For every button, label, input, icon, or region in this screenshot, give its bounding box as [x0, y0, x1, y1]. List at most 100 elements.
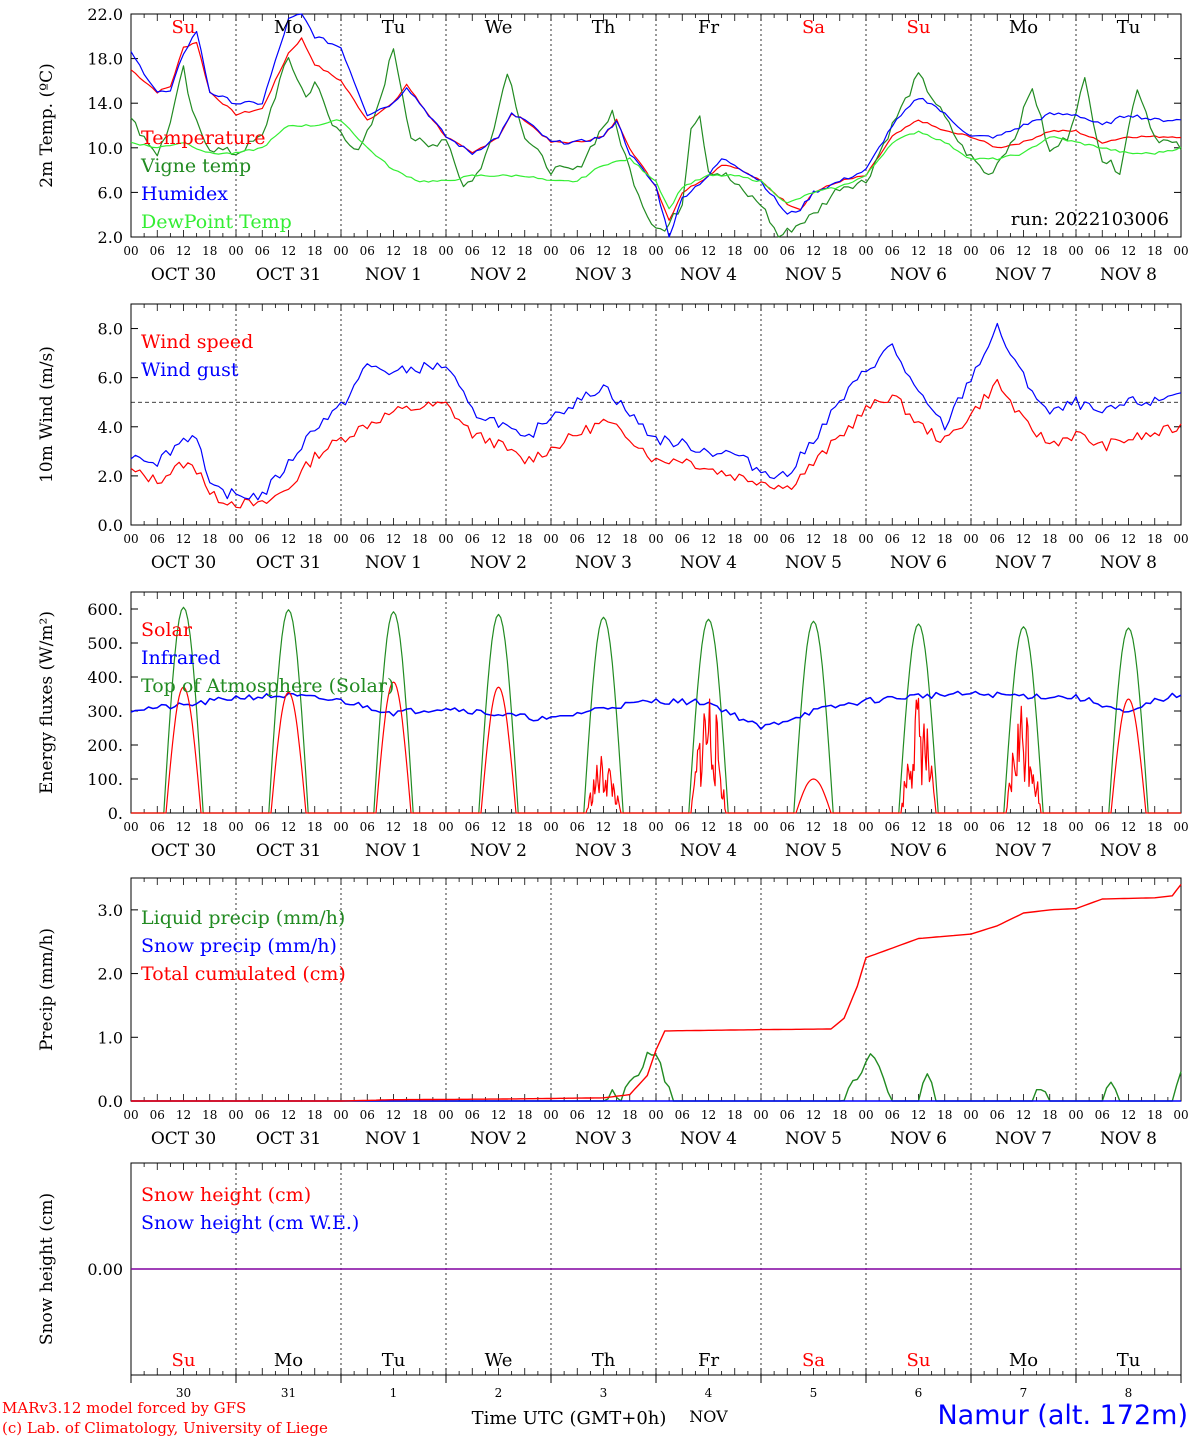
legend-entry: DewPoint Temp [141, 211, 292, 233]
hour-tick-label: 06 [570, 820, 585, 834]
hour-tick-label: 12 [1016, 244, 1031, 258]
hour-tick-label: 00 [1068, 244, 1083, 258]
day-abbr: Tu [382, 1350, 406, 1371]
hour-tick-label: 06 [255, 820, 270, 834]
hour-tick-label: 00 [543, 244, 558, 258]
solar-curve [446, 686, 551, 814]
date-label: NOV 5 [785, 1129, 842, 1149]
solar-curve [761, 778, 866, 814]
date-label: NOV 8 [1100, 1129, 1157, 1149]
hour-tick-label: 00 [333, 244, 348, 258]
date-label: NOV 8 [1100, 841, 1157, 861]
y-tick-label: 100. [87, 770, 123, 789]
hour-tick-label: 00 [858, 532, 873, 546]
hour-tick-label: 00 [753, 1108, 768, 1122]
hour-tick-label: 12 [701, 1108, 716, 1122]
day-abbr: Mo [1009, 17, 1038, 38]
hour-tick-label: 18 [202, 532, 217, 546]
hour-tick-label: 12 [491, 532, 506, 546]
date-label: OCT 30 [151, 841, 216, 861]
hour-tick-label: 00 [543, 820, 558, 834]
hour-tick-label: 06 [465, 820, 480, 834]
time-axis-title: Time UTC (GMT+0h) [472, 1408, 667, 1429]
date-label: NOV 2 [470, 841, 527, 861]
solar-curve [866, 697, 971, 814]
legend-entry: Wind gust [141, 359, 239, 381]
hour-tick-label: 18 [202, 820, 217, 834]
hour-tick-label: 00 [543, 1108, 558, 1122]
series-line-2 [131, 883, 1182, 1102]
hour-tick-label: 00 [753, 532, 768, 546]
day-number: 3 [600, 1386, 608, 1400]
hour-tick-label: 18 [1147, 1108, 1162, 1122]
legend-entry: Solar [141, 619, 193, 641]
hour-tick-label: 06 [465, 1108, 480, 1122]
hour-tick-label: 12 [1016, 1108, 1031, 1122]
hour-tick-label: 00 [333, 1108, 348, 1122]
hour-tick-label: 18 [412, 532, 427, 546]
day-number: 8 [1125, 1386, 1133, 1400]
solar-curve [971, 705, 1076, 814]
y-tick-label: 2.0 [98, 228, 123, 247]
hour-tick-label: 18 [307, 244, 322, 258]
legend-entry: Infrared [141, 647, 221, 669]
hour-tick-label: 12 [491, 820, 506, 834]
hour-tick-label: 12 [806, 1108, 821, 1122]
hour-tick-label: 00 [438, 244, 453, 258]
y-tick-label: 10.0 [87, 139, 123, 158]
hour-tick-label: 18 [517, 1108, 532, 1122]
day-abbr: Mo [1009, 1350, 1038, 1371]
hour-tick-label: 12 [596, 244, 611, 258]
hour-tick-label: 00 [123, 1108, 138, 1122]
y-tick-label: 0.0 [98, 1092, 123, 1111]
hour-tick-label: 00 [543, 532, 558, 546]
toa-arch [761, 620, 866, 814]
hour-tick-label: 12 [491, 244, 506, 258]
date-label: NOV 4 [680, 841, 737, 861]
date-label: NOV 4 [680, 553, 737, 573]
hour-tick-label: 12 [806, 244, 821, 258]
hour-tick-label: 06 [675, 820, 690, 834]
hour-tick-label: 06 [885, 532, 900, 546]
day-abbr: Tu [1117, 1350, 1141, 1371]
hour-tick-label: 12 [911, 244, 926, 258]
hour-tick-label: 12 [596, 532, 611, 546]
y-tick-label: 0.00 [87, 1260, 123, 1279]
hour-tick-label: 18 [517, 532, 532, 546]
hour-tick-label: 18 [1147, 820, 1162, 834]
day-number: 5 [810, 1386, 818, 1400]
hour-tick-label: 12 [281, 1108, 296, 1122]
day-abbr: Th [592, 17, 616, 38]
series-line-2 [130, 13, 1182, 238]
run-label: run: 2022103006 [1011, 209, 1169, 230]
y-tick-label: 500. [87, 634, 123, 653]
y-tick-label: 0. [108, 804, 123, 823]
hour-tick-label: 06 [1095, 532, 1110, 546]
day-number: 7 [1020, 1386, 1028, 1400]
date-label: NOV 7 [995, 265, 1052, 285]
hour-tick-label: 12 [596, 1108, 611, 1122]
hour-tick-label: 18 [832, 532, 847, 546]
hour-tick-label: 12 [386, 820, 401, 834]
hour-tick-label: 06 [255, 532, 270, 546]
hour-tick-label: 06 [255, 1108, 270, 1122]
y-tick-label: 8.0 [98, 320, 123, 339]
hour-tick-label: 00 [858, 820, 873, 834]
date-label: NOV 7 [995, 841, 1052, 861]
hour-tick-label: 18 [517, 820, 532, 834]
hour-tick-label: 06 [990, 820, 1005, 834]
hour-tick-label: 18 [727, 532, 742, 546]
y-axis-title: 2m Temp. (ºC) [37, 63, 57, 188]
hour-tick-label: 00 [1173, 1108, 1188, 1122]
date-label: NOV 7 [995, 553, 1052, 573]
day-abbr: Fr [698, 1350, 719, 1371]
y-tick-label: 22.0 [87, 5, 123, 24]
y-tick-label: 200. [87, 736, 123, 755]
series-line-1 [130, 322, 1182, 501]
hour-tick-label: 18 [937, 1108, 952, 1122]
hour-tick-label: 12 [281, 820, 296, 834]
hour-tick-label: 18 [1147, 532, 1162, 546]
hour-tick-label: 12 [701, 244, 716, 258]
date-label: NOV 3 [575, 265, 632, 285]
date-label: OCT 31 [256, 1129, 321, 1149]
